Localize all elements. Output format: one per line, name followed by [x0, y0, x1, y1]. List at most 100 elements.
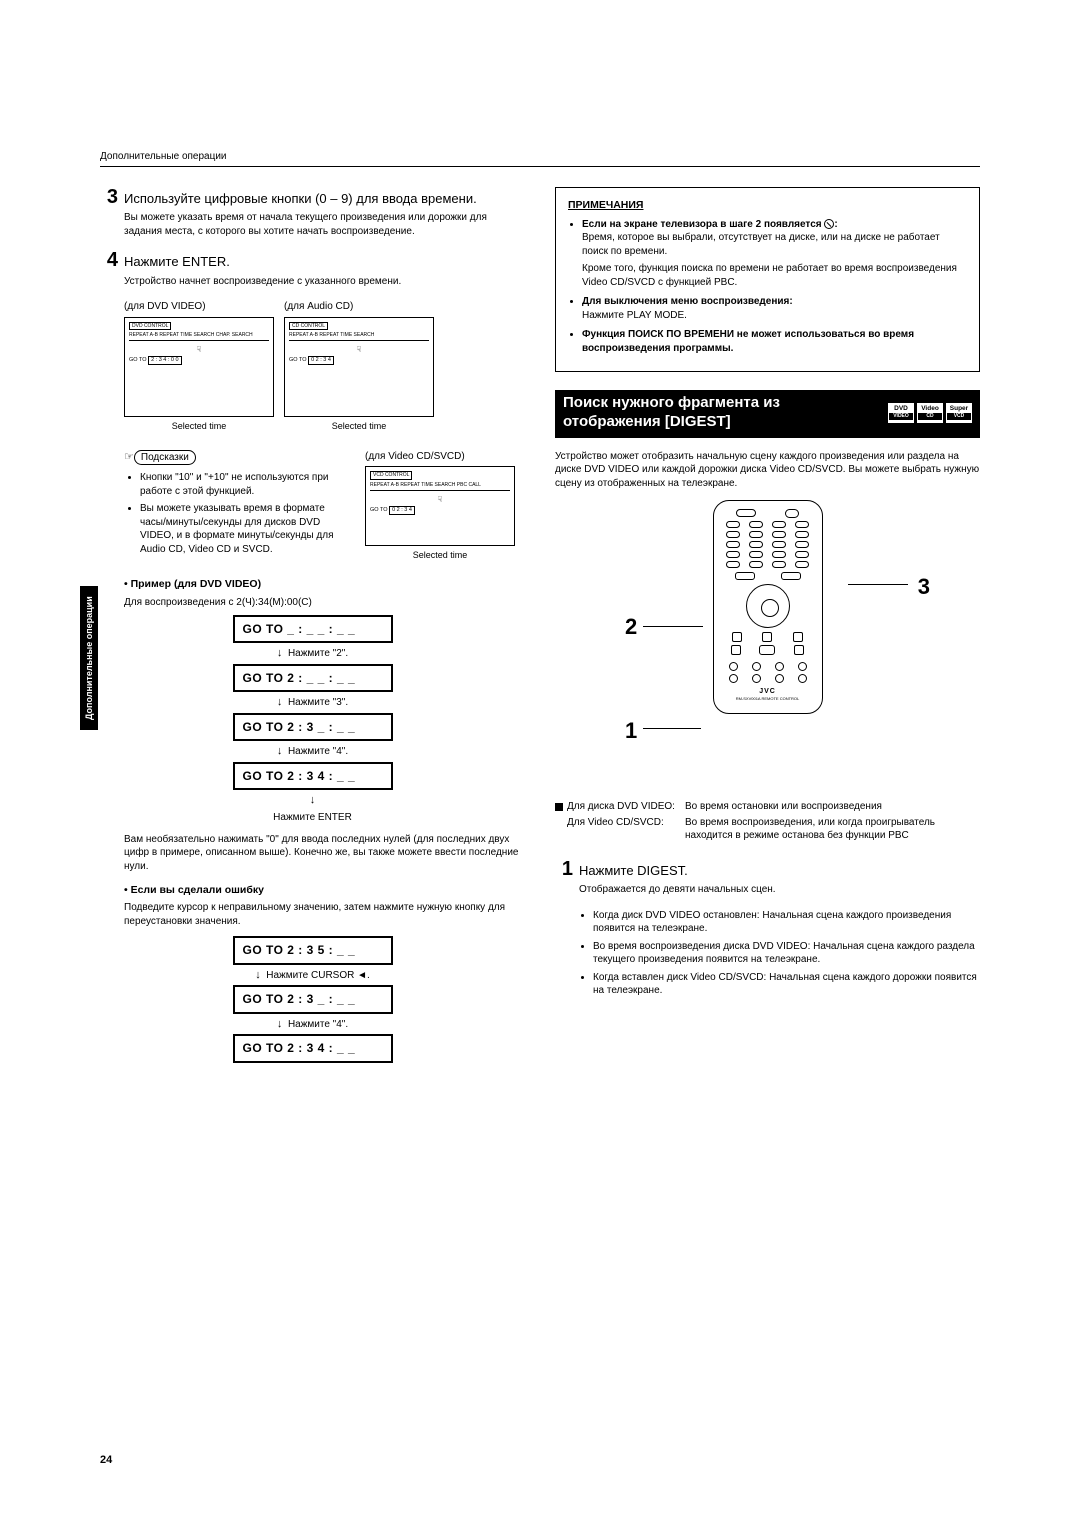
arrow-row: ↓ [100, 793, 525, 808]
step-num: 1 [555, 859, 573, 880]
goto-sequence-2: GO TO 2 : 3 5 : _ _ ↓ Нажмите CURSOR ◄. … [100, 936, 525, 1062]
note-p: Нажмите PLAY MODE. [582, 309, 967, 323]
osd-menu: REPEAT A-B REPEAT TIME SEARCH [289, 332, 429, 341]
goto-label: GO TO [370, 507, 388, 513]
step-text: Используйте цифровые кнопки (0 – 9) для … [124, 187, 477, 208]
osd-caption: Selected time [365, 549, 515, 561]
osd-menu: REPEAT A-B REPEAT TIME SEARCH CHAP. SEAR… [129, 332, 269, 341]
osd-caption: Selected time [124, 420, 274, 432]
goto-box: GO TO 2 : 3 5 : _ _ [233, 936, 393, 964]
badge-svcd: SuperVCD [946, 403, 972, 423]
hand-icon: ☟ [289, 345, 429, 356]
note-item: Для выключения меню воспроизведения: Наж… [582, 295, 967, 322]
note-item: Если на экране телевизора в шаге 2 появл… [582, 218, 967, 290]
goto-value: 0 2 : 3 4 [308, 356, 334, 365]
remote-control: JVC RM-SXV001A REMOTE CONTROL [713, 500, 823, 713]
osd-box: VCD CONTROL REPEAT A-B REPEAT TIME SEARC… [365, 466, 515, 546]
mistake-text: Подведите курсор к неправильному значени… [124, 901, 525, 928]
tip-item: Вы можете указывать время в формате часы… [140, 502, 351, 556]
mistake-heading: • Если вы сделали ошибку [124, 883, 525, 897]
callout-3: 3 [918, 572, 930, 602]
goto-box: GO TO 2 : 3 _ : _ _ [233, 985, 393, 1013]
section-bar: Поиск нужного фрагмента из отображения [… [555, 390, 980, 438]
arrow-row: ↓ Нажмите CURSOR ◄. [100, 968, 525, 983]
arrow-row: ↓ Нажмите "4". [100, 744, 525, 759]
step-1-bullets: Когда диск DVD VIDEO остановлен: Начальн… [593, 909, 980, 998]
square-icon [555, 803, 563, 811]
goto-value: 2 : 3 4 : 0 0 [148, 356, 182, 365]
remote-sub: RM-SXV001A REMOTE CONTROL [722, 697, 814, 701]
step-4: 4 Нажмите ENTER. [100, 250, 525, 271]
step-text: Нажмите DIGEST. [579, 859, 688, 880]
arrow-row: ↓ Нажмите "3". [100, 695, 525, 710]
tips-list: Кнопки "10" и "+10" не используются при … [140, 471, 351, 556]
osd-pre: (для Audio CD) [284, 300, 434, 314]
osd-caption: Selected time [284, 420, 434, 432]
goto-box: GO TO 2 : 3 _ : _ _ [233, 713, 393, 741]
goto-label: GO TO [129, 357, 147, 363]
arrow-row: ↓ Нажмите "2". [100, 646, 525, 661]
side-tab: Дополнительные операции [80, 586, 98, 730]
callout-2: 2 [625, 612, 637, 642]
goto-value: 0 2 : 3 4 [389, 506, 415, 515]
prohibit-icon [824, 219, 834, 229]
note-p: Кроме того, функция поиска по времени не… [582, 262, 967, 289]
page-header: Дополнительные операции [100, 150, 980, 167]
hand-icon: ☟ [129, 345, 269, 356]
osd-box: CD CONTROL REPEAT A-B REPEAT TIME SEARCH… [284, 317, 434, 417]
step-text: Нажмите ENTER. [124, 250, 230, 271]
bullet-item: Когда диск DVD VIDEO остановлен: Начальн… [593, 909, 980, 936]
tips-label: ☞Подсказки [124, 450, 351, 466]
osd-dvd: (для DVD VIDEO) DVD CONTROL REPEAT A-B R… [124, 300, 274, 432]
step-1: 1 Нажмите DIGEST. [555, 859, 980, 880]
arrow-row: ↓ Нажмите "4". [100, 1017, 525, 1032]
right-column: ПРИМЕЧАНИЯ Если на экране телевизора в ш… [555, 187, 980, 1063]
section-title: Поиск нужного фрагмента из отображения [… [563, 394, 823, 432]
tip-item: Кнопки "10" и "+10" не используются при … [140, 471, 351, 498]
goto-label: GO TO [289, 357, 307, 363]
cursor-pad [746, 584, 790, 628]
step-1-desc: Отображается до девяти начальных сцен. [579, 883, 980, 897]
step-3-desc: Вы можете указать время от начала текуще… [124, 211, 525, 238]
osd-vcd: (для Video CD/SVCD) VCD CONTROL REPEAT A… [365, 450, 515, 562]
left-column: 3 Используйте цифровые кнопки (0 – 9) дл… [100, 187, 525, 1063]
example-heading: • Пример (для DVD VIDEO) [124, 577, 525, 591]
osd-goto: GO TO 0 2 : 3 4 [370, 506, 510, 515]
goto-box: GO TO 2 : 3 4 : _ _ [233, 762, 393, 790]
bullet-item: Когда вставлен диск Video CD/SVCD: Начал… [593, 971, 980, 998]
bullet-item: Во время воспроизведения диска DVD VIDEO… [593, 940, 980, 967]
notes-title: ПРИМЕЧАНИЯ [568, 198, 967, 212]
osd-menu: REPEAT A-B REPEAT TIME SEARCH PBC CALL [370, 482, 510, 491]
step-num: 4 [100, 250, 118, 271]
goto-box: GO TO _ : _ _ : _ _ [233, 615, 393, 643]
osd-label: VCD CONTROL [370, 471, 412, 480]
step-3: 3 Используйте цифровые кнопки (0 – 9) дл… [100, 187, 525, 208]
page-number: 24 [100, 1453, 112, 1468]
step-4-desc: Устройство начнет воспроизведение с указ… [124, 275, 525, 289]
example-lead: Для воспроизведения с 2(Ч):34(М):00(С) [124, 596, 525, 610]
after-goto-text: Вам необязательно нажимать "0" для ввода… [124, 833, 525, 874]
osd-goto: GO TO 2 : 3 4 : 0 0 [129, 356, 269, 365]
osd-label: CD CONTROL [289, 322, 328, 331]
table-row: Для Video CD/SVCD: Во время воспроизведе… [555, 816, 980, 843]
osd-pre: (для DVD VIDEO) [124, 300, 274, 314]
disc-table: Для диска DVD VIDEO: Во время остановки … [555, 800, 980, 843]
badge-dvd: DVDVIDEO [888, 403, 914, 423]
callout-1: 1 [625, 716, 637, 746]
notes-box: ПРИМЕЧАНИЯ Если на экране телевизора в ш… [555, 187, 980, 373]
badge-vcd: VideoCD [917, 403, 943, 423]
osd-box: DVD CONTROL REPEAT A-B REPEAT TIME SEARC… [124, 317, 274, 417]
table-row: Для диска DVD VIDEO: Во время остановки … [555, 800, 980, 814]
osd-cd: (для Audio CD) CD CONTROL REPEAT A-B REP… [284, 300, 434, 432]
goto-box: GO TO 2 : _ _ : _ _ [233, 664, 393, 692]
hand-icon: ☟ [370, 495, 510, 506]
goto-box: GO TO 2 : 3 4 : _ _ [233, 1034, 393, 1062]
goto-after: Нажмите ENTER [100, 811, 525, 825]
note-p: Время, которое вы выбрали, отсутствует н… [582, 231, 967, 258]
remote-figure: JVC RM-SXV001A REMOTE CONTROL 3 2 1 [555, 500, 980, 800]
section-intro: Устройство может отобразить начальную сц… [555, 450, 980, 491]
goto-sequence: GO TO _ : _ _ : _ _ ↓ Нажмите "2". GO TO… [100, 615, 525, 825]
osd-pre: (для Video CD/SVCD) [365, 450, 515, 464]
osd-area: (для DVD VIDEO) DVD CONTROL REPEAT A-B R… [124, 300, 525, 440]
osd-label: DVD CONTROL [129, 322, 171, 331]
